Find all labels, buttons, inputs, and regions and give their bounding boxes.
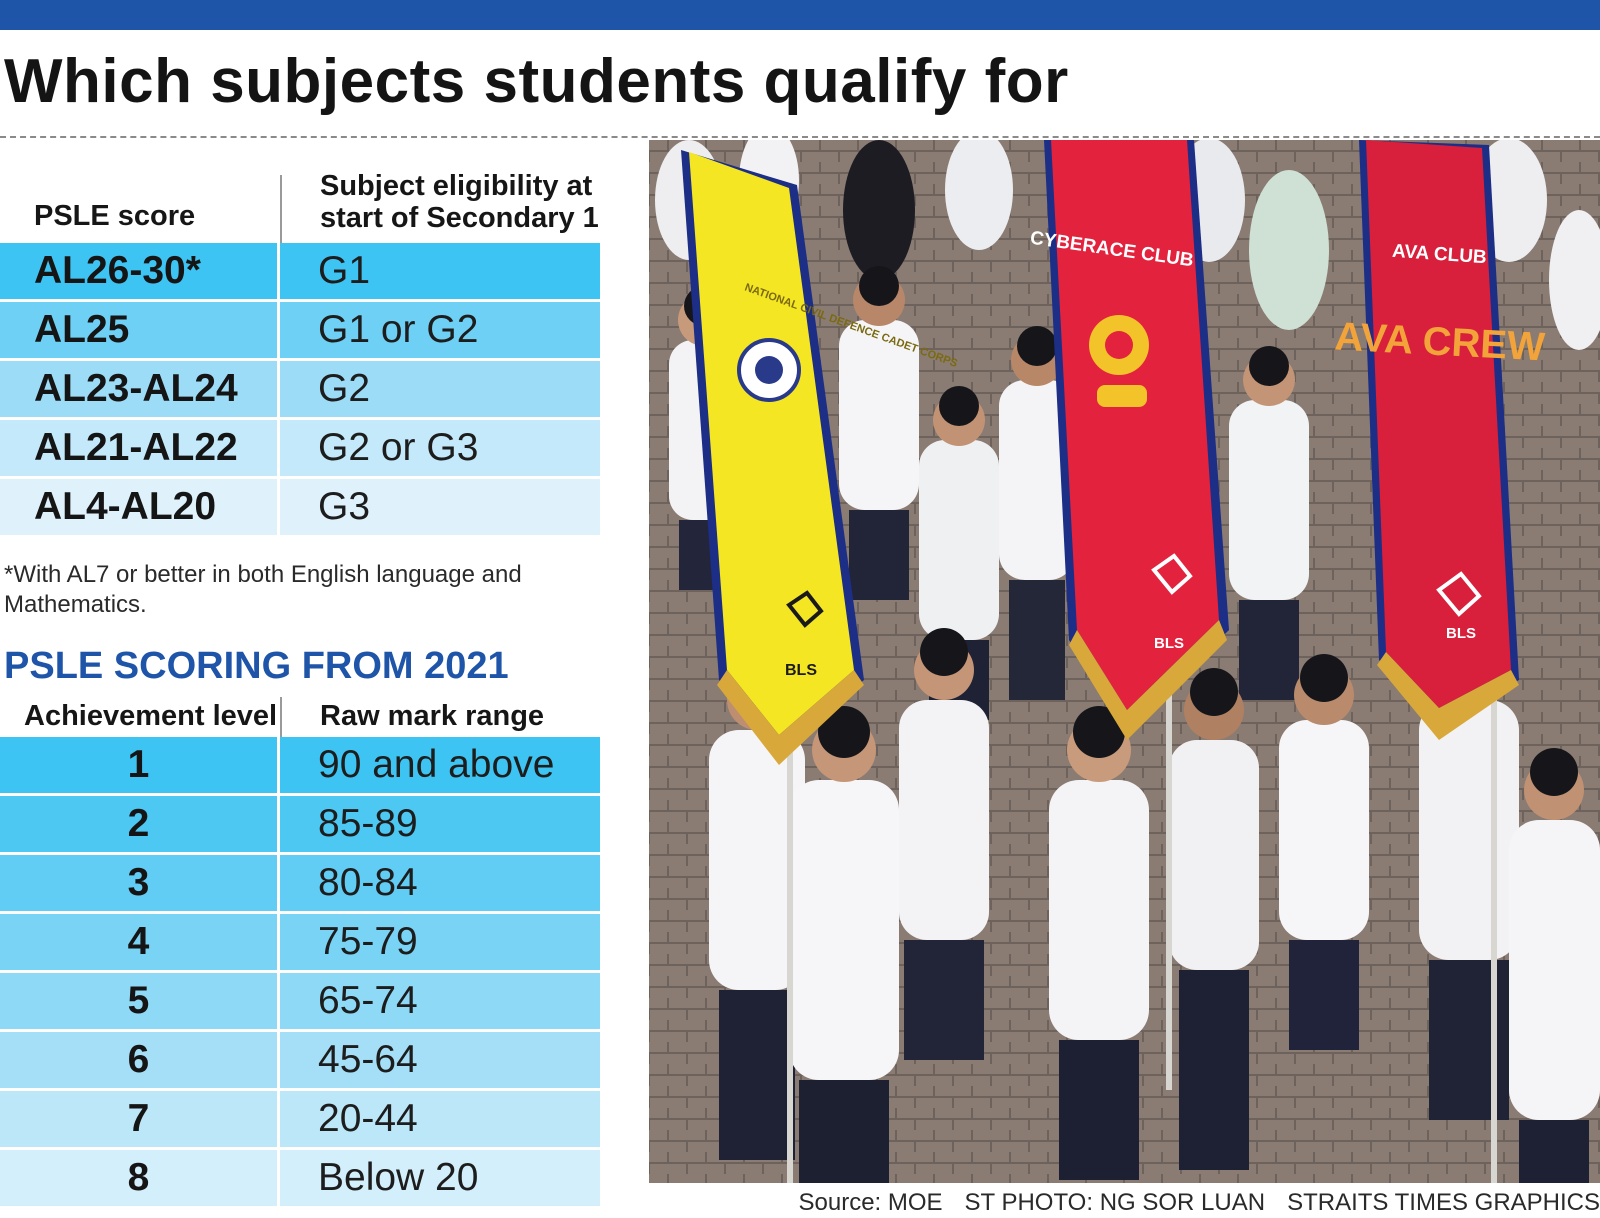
eligibility-row: AL4-AL20 G3: [0, 479, 600, 535]
psle-score-cell: AL25: [0, 302, 277, 358]
achievement-level-cell: 4: [0, 914, 277, 970]
right-banner-logo-text: BLS: [1446, 625, 1476, 642]
students-parade-photo: BLS NATIONAL CIVIL DEFENCE CADET CORPS C…: [649, 140, 1600, 1183]
eligibility-table-header: PSLE score Subject eligibility at start …: [0, 170, 600, 243]
eligibility-cell: G1: [280, 243, 600, 299]
banner-poles: [787, 660, 1497, 1183]
scoring-table: Achievement level Raw mark range 1 90 an…: [0, 697, 600, 1209]
raw-mark-range-cell: 80-84: [280, 855, 600, 911]
eligibility-cell: G3: [280, 479, 600, 535]
eligibility-row: AL26-30* G1: [0, 243, 600, 299]
eligibility-cell: G1 or G2: [280, 302, 600, 358]
raw-mark-range-cell: 75-79: [280, 914, 600, 970]
achievement-level-cell: 8: [0, 1150, 277, 1206]
scoring-row: 6 45-64: [0, 1032, 600, 1088]
raw-mark-range-cell: Below 20: [280, 1150, 600, 1206]
yellow-banner-logo-text: BLS: [785, 662, 817, 679]
graphics-credit: STRAITS TIMES GRAPHICS: [1287, 1189, 1600, 1216]
eligibility-row: AL25 G1 or G2: [0, 302, 600, 358]
red-banner-right: AVA CLUB AVA CREW BLS: [1333, 140, 1546, 740]
scoring-row: 4 75-79: [0, 914, 600, 970]
scoring-row: 3 80-84: [0, 855, 600, 911]
eligibility-row: AL23-AL24 G2: [0, 361, 600, 417]
footnote: *With AL7 or better in both English lang…: [4, 561, 522, 618]
raw-mark-range-cell: 65-74: [280, 973, 600, 1029]
scoring-row: 7 20-44: [0, 1091, 600, 1147]
eligibility-table: PSLE score Subject eligibility at start …: [0, 170, 600, 538]
eligibility-row: AL21-AL22 G2 or G3: [0, 420, 600, 476]
header-raw-mark-range: Raw mark range: [280, 697, 600, 737]
raw-mark-range-cell: 20-44: [280, 1091, 600, 1147]
eligibility-cell: G2: [280, 361, 600, 417]
raw-mark-range-cell: 90 and above: [280, 737, 600, 793]
page-title: Which subjects students qualify for: [4, 47, 1069, 116]
eligibility-cell: G2 or G3: [280, 420, 600, 476]
psle-score-cell: AL21-AL22: [0, 420, 277, 476]
psle-score-cell: AL4-AL20: [0, 479, 277, 535]
scoring-table-header: Achievement level Raw mark range: [0, 697, 600, 737]
photo-credit: ST PHOTO: NG SOR LUAN: [964, 1189, 1266, 1216]
achievement-level-cell: 3: [0, 855, 277, 911]
header-subject-eligibility: Subject eligibility at start of Secondar…: [280, 170, 600, 243]
achievement-level-cell: 2: [0, 796, 277, 852]
psle-score-cell: AL23-AL24: [0, 361, 277, 417]
scoring-row: 1 90 and above: [0, 737, 600, 793]
raw-mark-range-cell: 45-64: [280, 1032, 600, 1088]
scoring-row: 2 85-89: [0, 796, 600, 852]
scoring-row: 5 65-74: [0, 973, 600, 1029]
credits-line: Source: MOE ST PHOTO: NG SOR LUAN STRAIT…: [799, 1189, 1600, 1217]
raw-mark-range-cell: 85-89: [280, 796, 600, 852]
top-color-bar: [0, 0, 1600, 30]
scoring-heading: PSLE SCORING FROM 2021: [4, 645, 509, 687]
achievement-level-cell: 7: [0, 1091, 277, 1147]
psle-score-cell: AL26-30*: [0, 243, 277, 299]
achievement-level-cell: 5: [0, 973, 277, 1029]
dashed-divider: [0, 136, 1600, 138]
source-credit: Source: MOE: [798, 1189, 943, 1216]
scoring-row: 8 Below 20: [0, 1150, 600, 1206]
achievement-level-cell: 1: [0, 737, 277, 793]
achievement-level-cell: 6: [0, 1032, 277, 1088]
middle-banner-logo-text: BLS: [1154, 635, 1184, 652]
header-psle-score: PSLE score: [34, 200, 196, 232]
red-banner-middle: CYBERACE CLUB BLS: [1029, 140, 1229, 740]
students-crowd: [669, 266, 1600, 1183]
header-achievement-level: Achievement level: [24, 700, 278, 732]
